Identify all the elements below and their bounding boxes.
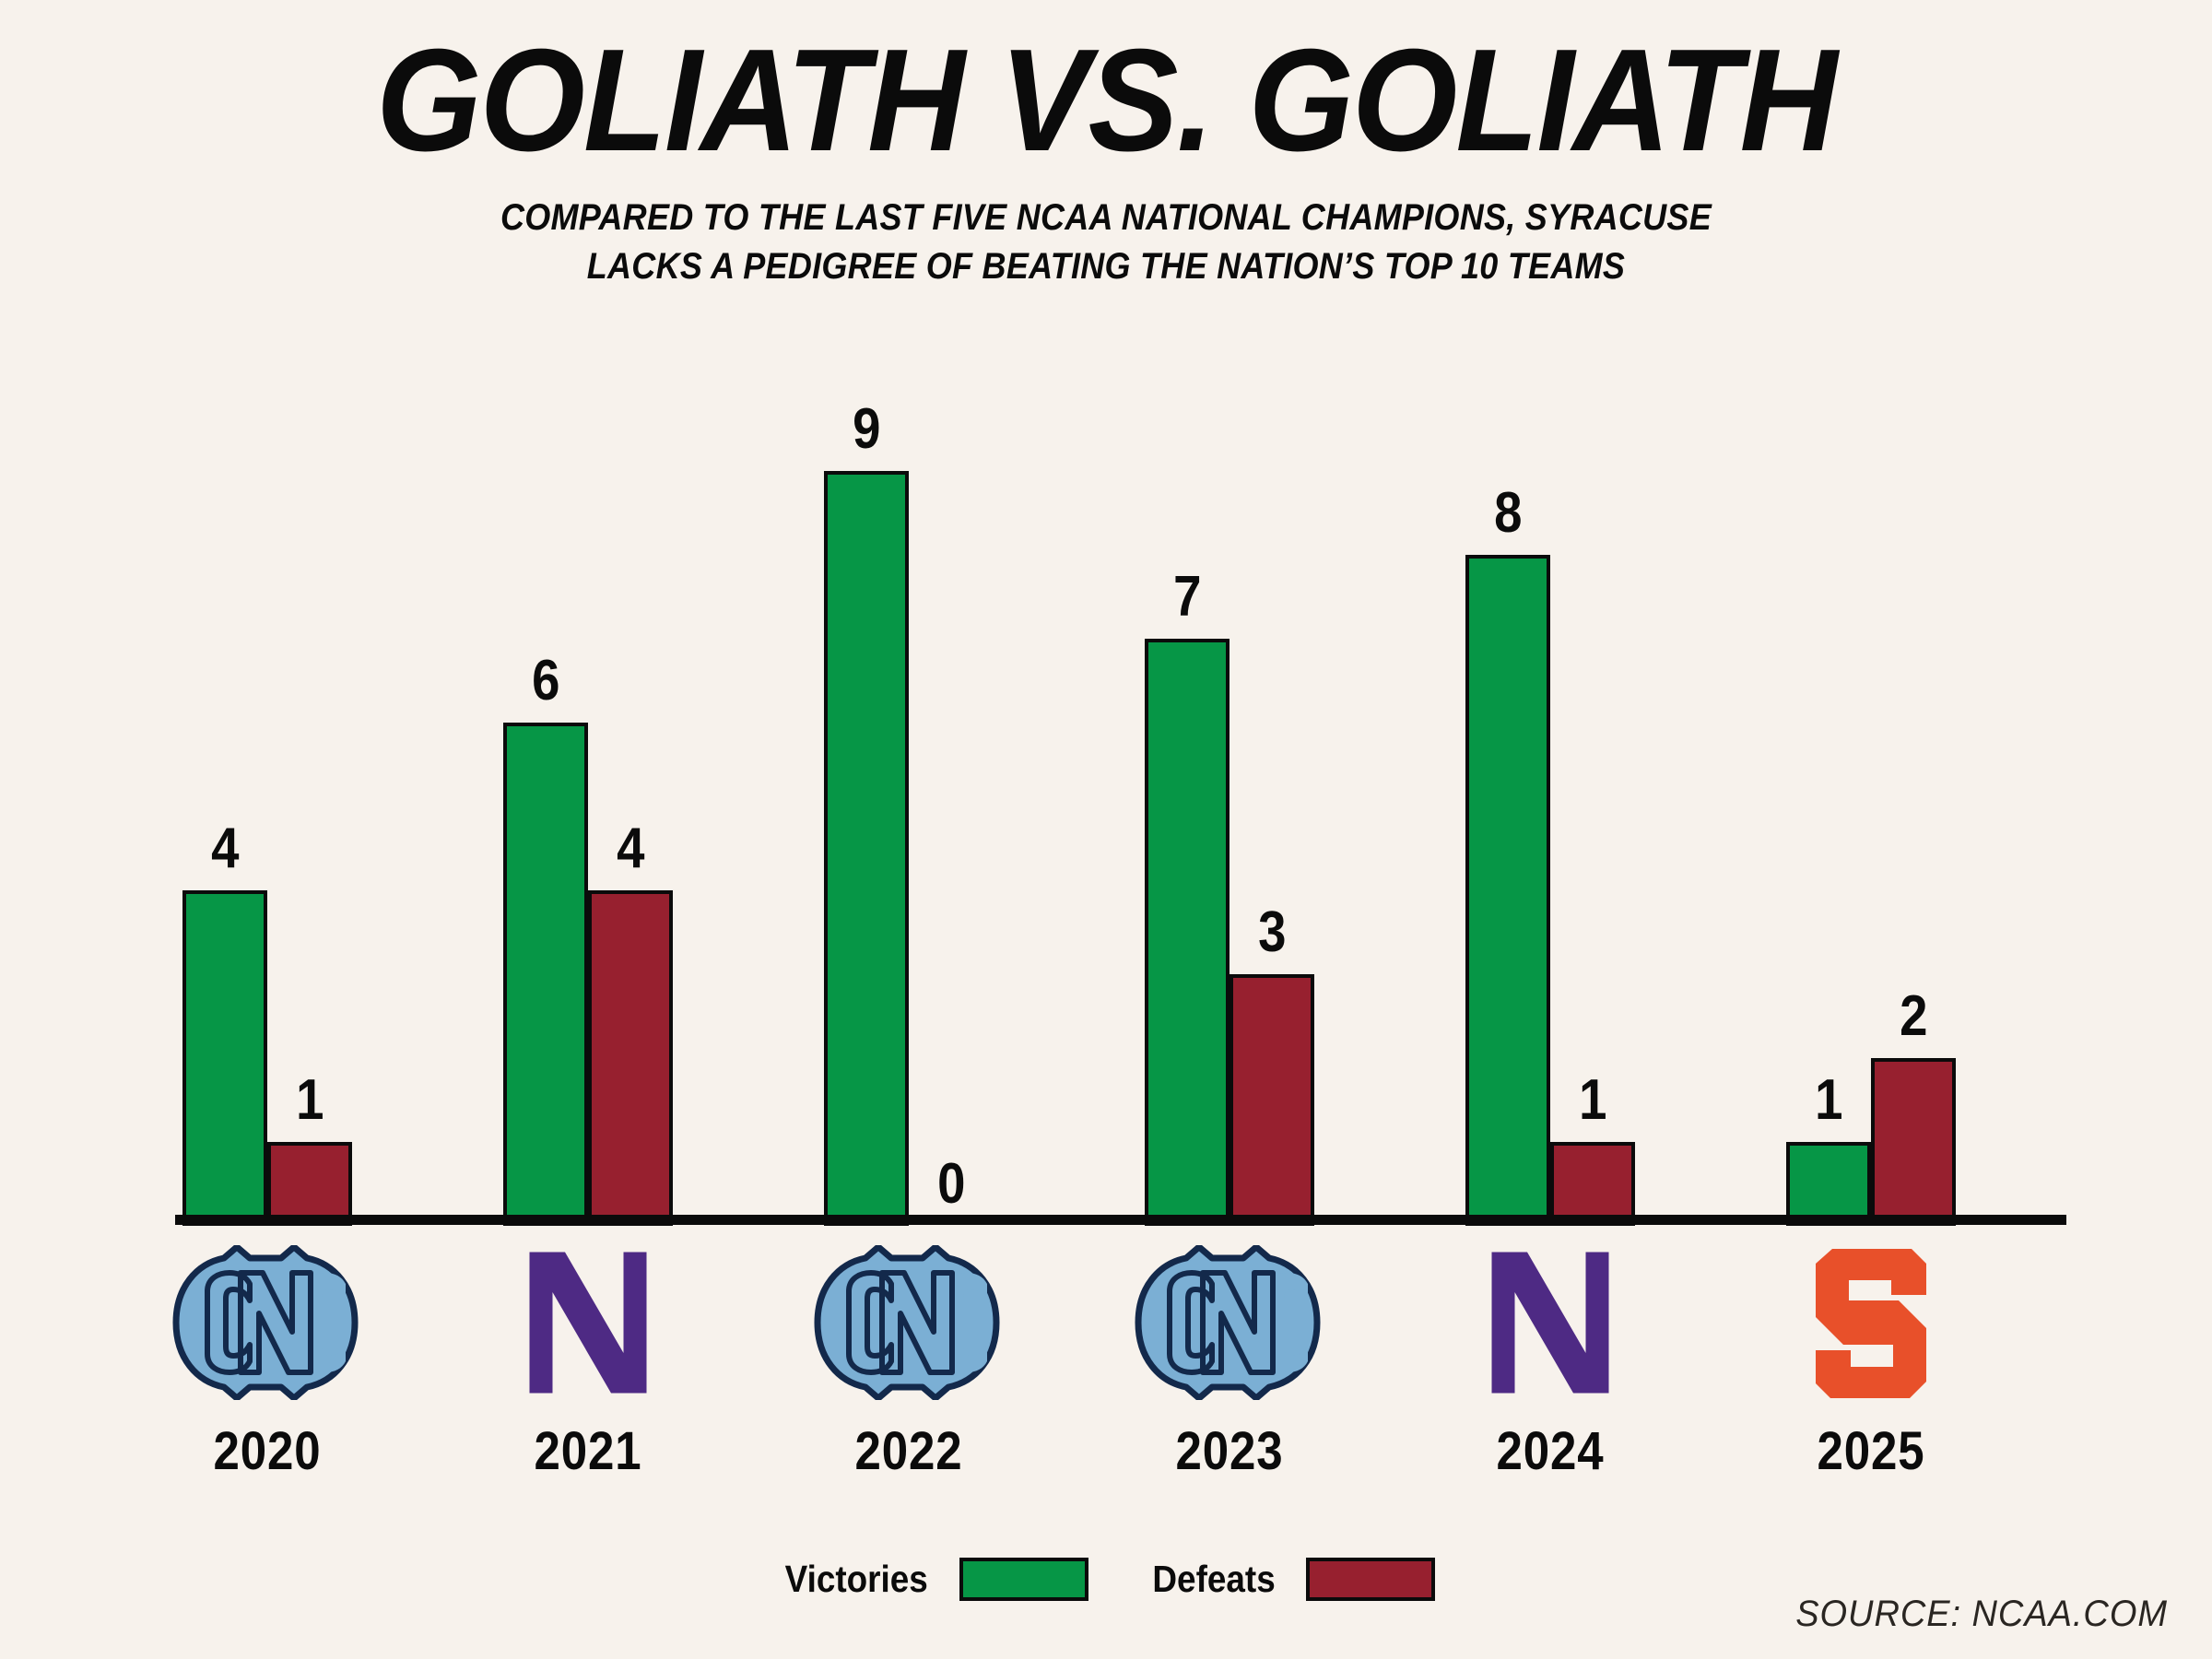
bar-defeats: 1 [1550, 396, 1635, 1226]
syracuse-logo [1714, 1240, 2028, 1406]
northwestern-logo [1394, 1240, 1707, 1406]
legend-entry-victories: Victories [777, 1558, 1089, 1601]
source-note: SOURCE: NCAA.COM [1795, 1594, 2168, 1634]
bar-defeats: 0 [909, 396, 994, 1226]
chart-subtitle: COMPARED TO THE LAST FIVE NCAA NATIONAL … [111, 194, 2101, 291]
bar-value-label: 2 [1899, 984, 1928, 1048]
bar-rect-defeats [267, 1142, 352, 1226]
bar-rect-defeats [1871, 1058, 1956, 1226]
unc-logo [752, 1240, 1065, 1406]
bar-value-label: 4 [616, 817, 645, 880]
bar-defeats: 3 [1230, 396, 1314, 1226]
bar-value-label: 9 [852, 397, 881, 461]
bar-rect-victories [182, 890, 267, 1226]
bar-value-label: 6 [531, 649, 560, 712]
bar-value-label: 7 [1172, 565, 1202, 629]
chart-header: GOLIATH VS. GOLIATH COMPARED TO THE LAST… [0, 0, 2212, 291]
bar-victories: 9 [824, 396, 909, 1226]
legend-swatch-victories [959, 1558, 1089, 1601]
chart-subtitle-line-2: LACKS A PEDIGREE OF BEATING THE NATION’S… [586, 245, 1626, 287]
x-axis-year-label: 2020 [213, 1421, 322, 1481]
bar-rect-victories [503, 723, 588, 1226]
x-axis-year-label: 2025 [1817, 1421, 1925, 1481]
x-axis-cell-2023: 2023 [1073, 1240, 1386, 1482]
bar-victories: 7 [1145, 396, 1230, 1226]
bar-rect-victories [1786, 1142, 1871, 1226]
legend-entry-defeats: Defeats [1146, 1558, 1436, 1601]
bar-value-label: 1 [295, 1068, 324, 1132]
unc-logo [1073, 1240, 1386, 1406]
page-title: GOLIATH VS. GOLIATH [376, 19, 1838, 182]
bar-defeats: 1 [267, 396, 352, 1226]
bar-rect-defeats [588, 890, 673, 1226]
bar-rect-victories [1465, 555, 1550, 1226]
legend-label-defeats: Defeats [1152, 1558, 1276, 1600]
x-axis-category-labels: 2020 2021 2022 [0, 1240, 2212, 1507]
x-axis-year-label: 2022 [854, 1421, 963, 1481]
x-axis-year-label: 2024 [1496, 1421, 1605, 1481]
bar-victories: 4 [182, 396, 267, 1226]
x-axis-year-label: 2023 [1175, 1421, 1284, 1481]
x-axis-cell-2025: 2025 [1714, 1240, 2028, 1482]
bar-value-label: 1 [1578, 1068, 1607, 1132]
bar-defeats: 2 [1871, 396, 1956, 1226]
legend-swatch-defeats [1306, 1558, 1436, 1601]
bar-victories: 1 [1786, 396, 1871, 1226]
x-axis-cell-2022: 2022 [752, 1240, 1065, 1482]
bar-rect-victories [824, 471, 909, 1226]
bar-victories: 8 [1465, 396, 1550, 1226]
bar-rect-defeats [1230, 974, 1314, 1226]
unc-logo [111, 1240, 424, 1406]
bar-rect-victories [1145, 639, 1230, 1226]
bar-value-label: 4 [210, 817, 240, 880]
chart-subtitle-line-1: COMPARED TO THE LAST FIVE NCAA NATIONAL … [500, 197, 1712, 238]
chart-legend: Victories Defeats [0, 1558, 2212, 1601]
northwestern-logo [431, 1240, 745, 1406]
bar-value-label: 1 [1814, 1068, 1843, 1132]
bar-value-label: 3 [1257, 900, 1287, 964]
legend-label-victories: Victories [784, 1558, 928, 1600]
x-axis-cell-2021: 2021 [431, 1240, 745, 1482]
x-axis-baseline [175, 1215, 2066, 1225]
bar-value-label: 8 [1493, 481, 1523, 545]
bar-rect-defeats [1550, 1142, 1635, 1226]
x-axis-cell-2024: 2024 [1394, 1240, 1707, 1482]
bar-defeats: 4 [588, 396, 673, 1226]
bar-victories: 6 [503, 396, 588, 1226]
bar-value-label: 0 [936, 1152, 966, 1216]
x-axis-year-label: 2021 [534, 1421, 642, 1481]
x-axis-cell-2020: 2020 [111, 1240, 424, 1482]
